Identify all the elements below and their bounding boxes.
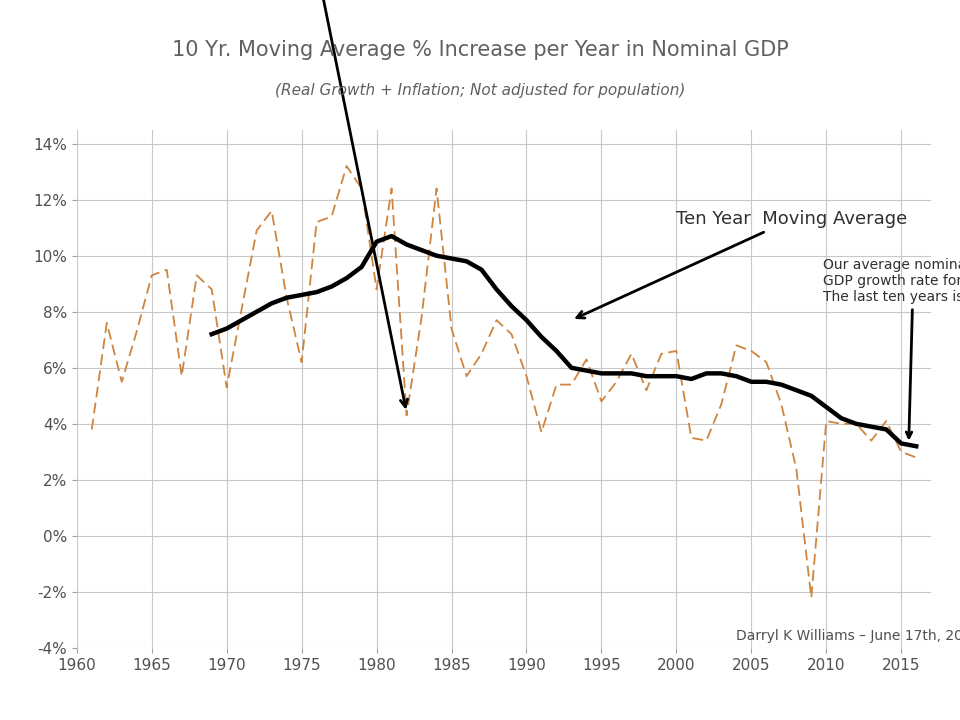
Text: Individual Years: Individual Years	[186, 0, 408, 407]
Text: Ten Year  Moving Average: Ten Year Moving Average	[577, 210, 907, 318]
Text: (Real Growth + Inflation; Not adjusted for population): (Real Growth + Inflation; Not adjusted f…	[275, 83, 685, 97]
Text: Darryl K Williams – June 17th, 2016: Darryl K Williams – June 17th, 2016	[736, 629, 960, 642]
Text: Our average nominal
GDP growth rate for
The last ten years is 3.2%: Our average nominal GDP growth rate for …	[824, 258, 960, 438]
Text: 10 Yr. Moving Average % Increase per Year in Nominal GDP: 10 Yr. Moving Average % Increase per Yea…	[172, 40, 788, 60]
